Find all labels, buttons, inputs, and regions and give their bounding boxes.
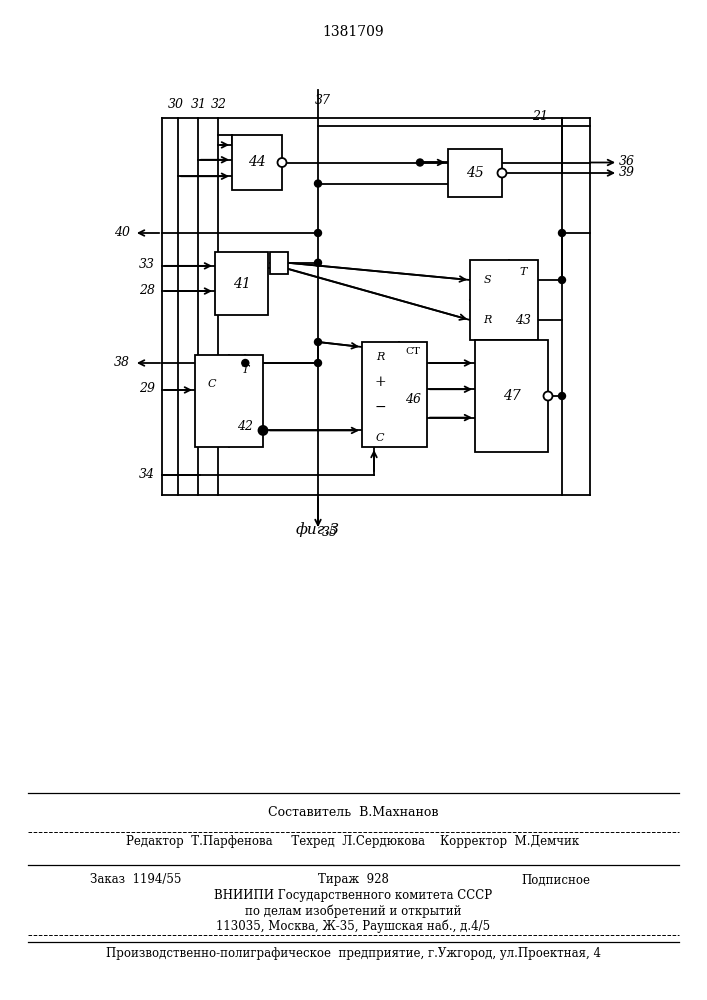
Text: 41: 41 — [233, 276, 250, 290]
Bar — [215, 252, 268, 315]
Circle shape — [544, 391, 552, 400]
Circle shape — [259, 427, 267, 434]
Text: Производственно-полиграфическое  предприятие, г.Ужгород, ул.Проектная, 4: Производственно-полиграфическое предприя… — [105, 948, 600, 960]
Text: 32: 32 — [211, 98, 227, 110]
Bar — [475, 340, 548, 452]
Bar — [232, 135, 282, 190]
Text: 21: 21 — [532, 109, 548, 122]
Text: 31: 31 — [191, 98, 207, 110]
Text: T: T — [242, 365, 249, 375]
Text: T: T — [520, 267, 527, 277]
Circle shape — [416, 159, 423, 166]
Bar — [448, 149, 502, 197]
Bar — [270, 252, 288, 274]
Text: 44: 44 — [248, 155, 266, 169]
Text: по делам изобретений и открытий: по делам изобретений и открытий — [245, 904, 461, 918]
Circle shape — [559, 230, 566, 236]
Text: 29: 29 — [139, 382, 155, 395]
Circle shape — [315, 180, 322, 187]
Text: фиг.3: фиг.3 — [296, 523, 340, 537]
Circle shape — [559, 276, 566, 284]
Text: Составитель  В.Махнанов: Составитель В.Махнанов — [268, 806, 438, 820]
Text: C: C — [376, 433, 385, 443]
Text: Заказ  1194/55: Заказ 1194/55 — [90, 874, 182, 886]
Text: 46: 46 — [404, 393, 421, 406]
Text: R: R — [376, 352, 385, 362]
Circle shape — [559, 392, 566, 399]
Circle shape — [278, 158, 286, 167]
Bar — [470, 260, 538, 340]
Text: 33: 33 — [139, 258, 155, 271]
Circle shape — [315, 259, 322, 266]
Text: S: S — [484, 275, 491, 285]
Text: +: + — [375, 375, 386, 389]
Text: 42: 42 — [238, 420, 253, 433]
Text: 34: 34 — [139, 468, 155, 481]
Text: 113035, Москва, Ж-35, Раушская наб., д.4/5: 113035, Москва, Ж-35, Раушская наб., д.4… — [216, 919, 490, 933]
Text: 28: 28 — [139, 284, 155, 297]
Circle shape — [315, 360, 322, 366]
Text: 38: 38 — [114, 356, 130, 368]
Bar — [195, 355, 263, 447]
Circle shape — [498, 168, 506, 178]
Text: CT: CT — [405, 347, 420, 356]
Text: −: − — [375, 400, 386, 414]
Circle shape — [315, 338, 322, 346]
Circle shape — [315, 230, 322, 236]
Text: 1381709: 1381709 — [322, 25, 384, 39]
Text: Подписное: Подписное — [521, 874, 590, 886]
Text: 40: 40 — [114, 226, 130, 238]
Text: Тираж  928: Тираж 928 — [317, 874, 388, 886]
Text: 39: 39 — [619, 165, 635, 178]
Bar — [362, 342, 427, 447]
Circle shape — [242, 360, 249, 366]
Text: 37: 37 — [315, 95, 331, 107]
Text: 45: 45 — [466, 166, 484, 180]
Text: 47: 47 — [503, 389, 520, 403]
Text: Редактор  Т.Парфенова     Техред  Л.Сердюкова    Корректор  М.Демчик: Редактор Т.Парфенова Техред Л.Сердюкова … — [127, 836, 580, 848]
Text: 36: 36 — [619, 155, 635, 168]
Text: C: C — [207, 379, 216, 389]
Text: 35: 35 — [322, 526, 338, 540]
Circle shape — [259, 426, 267, 435]
Text: R: R — [484, 315, 492, 325]
Text: 30: 30 — [168, 98, 184, 110]
Text: ВНИИПИ Государственного комитета СССР: ВНИИПИ Государственного комитета СССР — [214, 890, 492, 902]
Text: 43: 43 — [515, 314, 531, 326]
